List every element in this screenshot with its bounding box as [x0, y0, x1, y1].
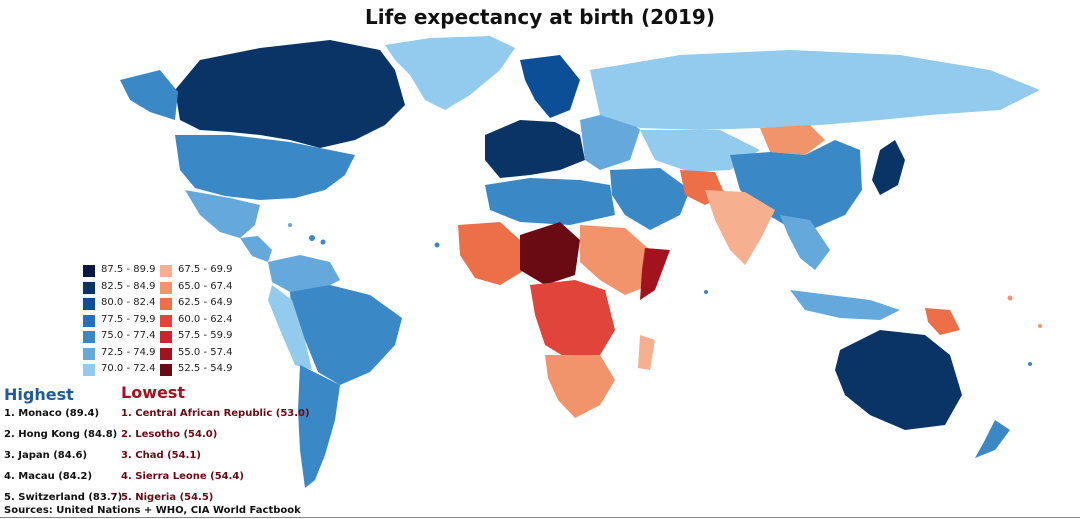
region-southern-cone [298, 365, 340, 488]
region-australia [835, 330, 962, 430]
highest-item: 5. Switzerland (83.7) [4, 492, 123, 503]
legend-label: 87.5 - 89.9 [101, 264, 156, 275]
region-mongolia [760, 125, 825, 155]
region-nigeria-chad [520, 222, 580, 285]
highest-item: 4. Macau (84.2) [4, 471, 93, 482]
legend-swatch [83, 347, 95, 360]
legend-label: 75.0 - 77.4 [101, 330, 156, 341]
region-scandinavia [520, 55, 580, 118]
legend-label: 62.5 - 64.9 [178, 297, 233, 308]
region-india [705, 190, 775, 265]
region-south-america-north [268, 255, 340, 292]
legend-label: 57.5 - 59.9 [178, 330, 233, 341]
highest-heading: Highest [4, 385, 74, 404]
legend-swatch [83, 265, 95, 277]
region-peru-bolivia [268, 285, 312, 370]
region-eastern-europe [580, 110, 640, 170]
lowest-item: 3. Chad (54.1) [121, 450, 201, 461]
region-brazil [290, 285, 402, 385]
legend-label: 72.5 - 74.9 [101, 346, 156, 358]
region-central-africa [530, 280, 615, 360]
legend-swatch [160, 331, 172, 343]
legend-swatch [83, 314, 95, 327]
region-madagascar [638, 335, 655, 370]
region-usa [175, 135, 355, 200]
source-note: Sources: United Nations + WHO, CIA World… [4, 505, 301, 516]
legend-label: 52.5 - 54.9 [178, 363, 233, 374]
legend-label: 77.5 - 79.9 [101, 313, 156, 325]
region-central-america [240, 236, 272, 262]
divider [0, 517, 1080, 518]
region-alaska [120, 70, 178, 120]
region-mexico [185, 190, 260, 238]
legend-label: 65.0 - 67.4 [178, 280, 233, 292]
highest-item: 2. Hong Kong (84.8) [4, 429, 118, 440]
lowest-item: 1. Central African Republic (53.0) [121, 408, 310, 419]
highest-item: 1. Monaco (89.4) [4, 408, 100, 419]
region-middle-east [610, 168, 690, 230]
legend-swatch [83, 364, 95, 376]
legend-swatch [160, 298, 172, 310]
region-russia [590, 50, 1040, 130]
region-papua-new-guinea [925, 308, 960, 335]
region-east-africa [580, 225, 650, 295]
legend-label: 55.0 - 57.4 [178, 346, 233, 358]
legend-label: 82.5 - 84.9 [101, 280, 156, 292]
legend-label: 67.5 - 69.9 [178, 264, 233, 275]
region-southern-africa [545, 355, 615, 418]
region-somalia [640, 248, 670, 300]
region-japan [872, 140, 905, 195]
lowest-item: 4. Sierra Leone (54.4) [121, 471, 244, 482]
highest-item: 3. Japan (84.6) [4, 450, 88, 461]
region-north-africa [485, 178, 615, 225]
legend-swatch [160, 281, 172, 294]
region-indonesia [790, 290, 900, 320]
map-title: Life expectancy at birth (2019) [365, 5, 715, 29]
region-west-africa [458, 222, 525, 285]
region-new-zealand [975, 420, 1010, 458]
legend-label: 70.0 - 72.4 [101, 363, 156, 374]
legend-label: 80.0 - 82.4 [101, 297, 156, 308]
legend-swatch [160, 265, 172, 277]
region-western-europe [485, 120, 585, 178]
legend-swatch [83, 331, 95, 343]
lowest-heading: Lowest [121, 383, 185, 402]
legend-swatch [83, 298, 95, 310]
legend-swatch [160, 347, 172, 360]
region-southeast-asia [780, 215, 830, 270]
legend-swatch [160, 314, 172, 327]
region-canada [175, 40, 405, 148]
region-greenland [385, 36, 515, 110]
region-central-asia [640, 130, 760, 172]
legend-label: 60.0 - 62.4 [178, 313, 233, 325]
legend-swatch [160, 364, 172, 376]
lowest-item: 2. Lesotho (54.0) [121, 429, 218, 440]
lowest-item: 5. Nigeria (54.5) [121, 492, 214, 503]
legend-swatch [83, 281, 95, 294]
